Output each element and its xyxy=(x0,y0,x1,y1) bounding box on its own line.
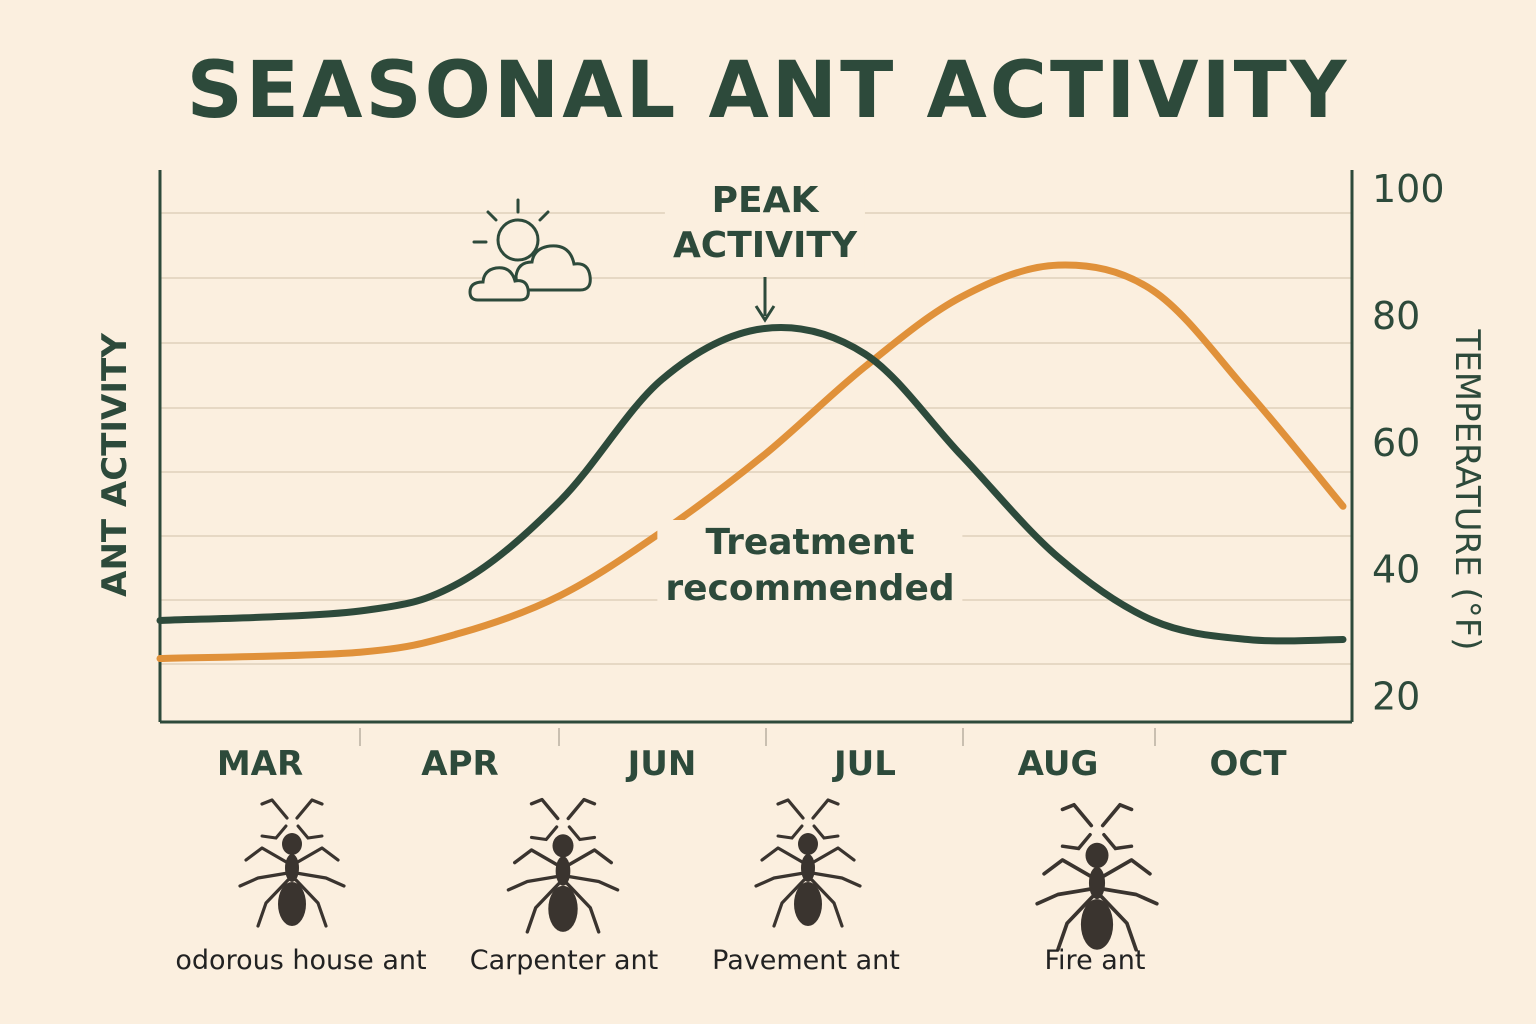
y2-tick-label: 20 xyxy=(1372,675,1420,719)
ant-label-fire: Fire ant xyxy=(1044,945,1146,976)
y2-tick-label: 40 xyxy=(1372,548,1420,592)
x-tick-label: MAR xyxy=(217,744,303,784)
ant-label-odorous: odorous house ant xyxy=(175,945,427,976)
peak-arrow xyxy=(754,277,776,323)
treatment-annotation: Treatment recommended xyxy=(657,520,963,612)
fire-ant-icon xyxy=(1035,802,1159,952)
peak-label-line1: PEAK xyxy=(711,180,819,221)
peak-label-line2: ACTIVITY xyxy=(672,225,858,266)
x-tick-label: JUN xyxy=(626,744,697,784)
x-tick-label: AUG xyxy=(1018,744,1099,784)
y2-tick-label: 60 xyxy=(1372,421,1420,465)
carpenter-ant-icon xyxy=(506,797,620,934)
x-tick-label: APR xyxy=(421,744,498,784)
ant-label-pavement: Pavement ant xyxy=(712,945,900,976)
y2-tick-label: 100 xyxy=(1372,167,1445,211)
odorous-house-ant-icon xyxy=(238,798,346,928)
sun-behind-clouds-icon xyxy=(468,198,592,302)
series-line-temperature xyxy=(156,261,1347,663)
series-line-ant-activity xyxy=(156,324,1347,645)
y-axis-label-right: TEMPERATURE (°F) xyxy=(1447,329,1487,651)
y2-tick-label: 80 xyxy=(1372,294,1420,338)
treatment-label-line1: Treatment xyxy=(705,522,915,563)
ant-label-carpenter: Carpenter ant xyxy=(469,945,659,976)
x-tick-label: OCT xyxy=(1209,744,1287,784)
treatment-label-line2: recommended xyxy=(665,568,955,609)
x-tick-label: JUL xyxy=(832,744,896,784)
y-axis-label-left: ANT ACTIVITY xyxy=(95,333,135,597)
pavement-ant-icon xyxy=(754,798,862,928)
chart-title: SEASONAL ANT ACTIVITY xyxy=(186,46,1350,136)
axes xyxy=(158,170,1354,746)
peak-activity-annotation: PEAK ACTIVITY xyxy=(664,178,866,268)
